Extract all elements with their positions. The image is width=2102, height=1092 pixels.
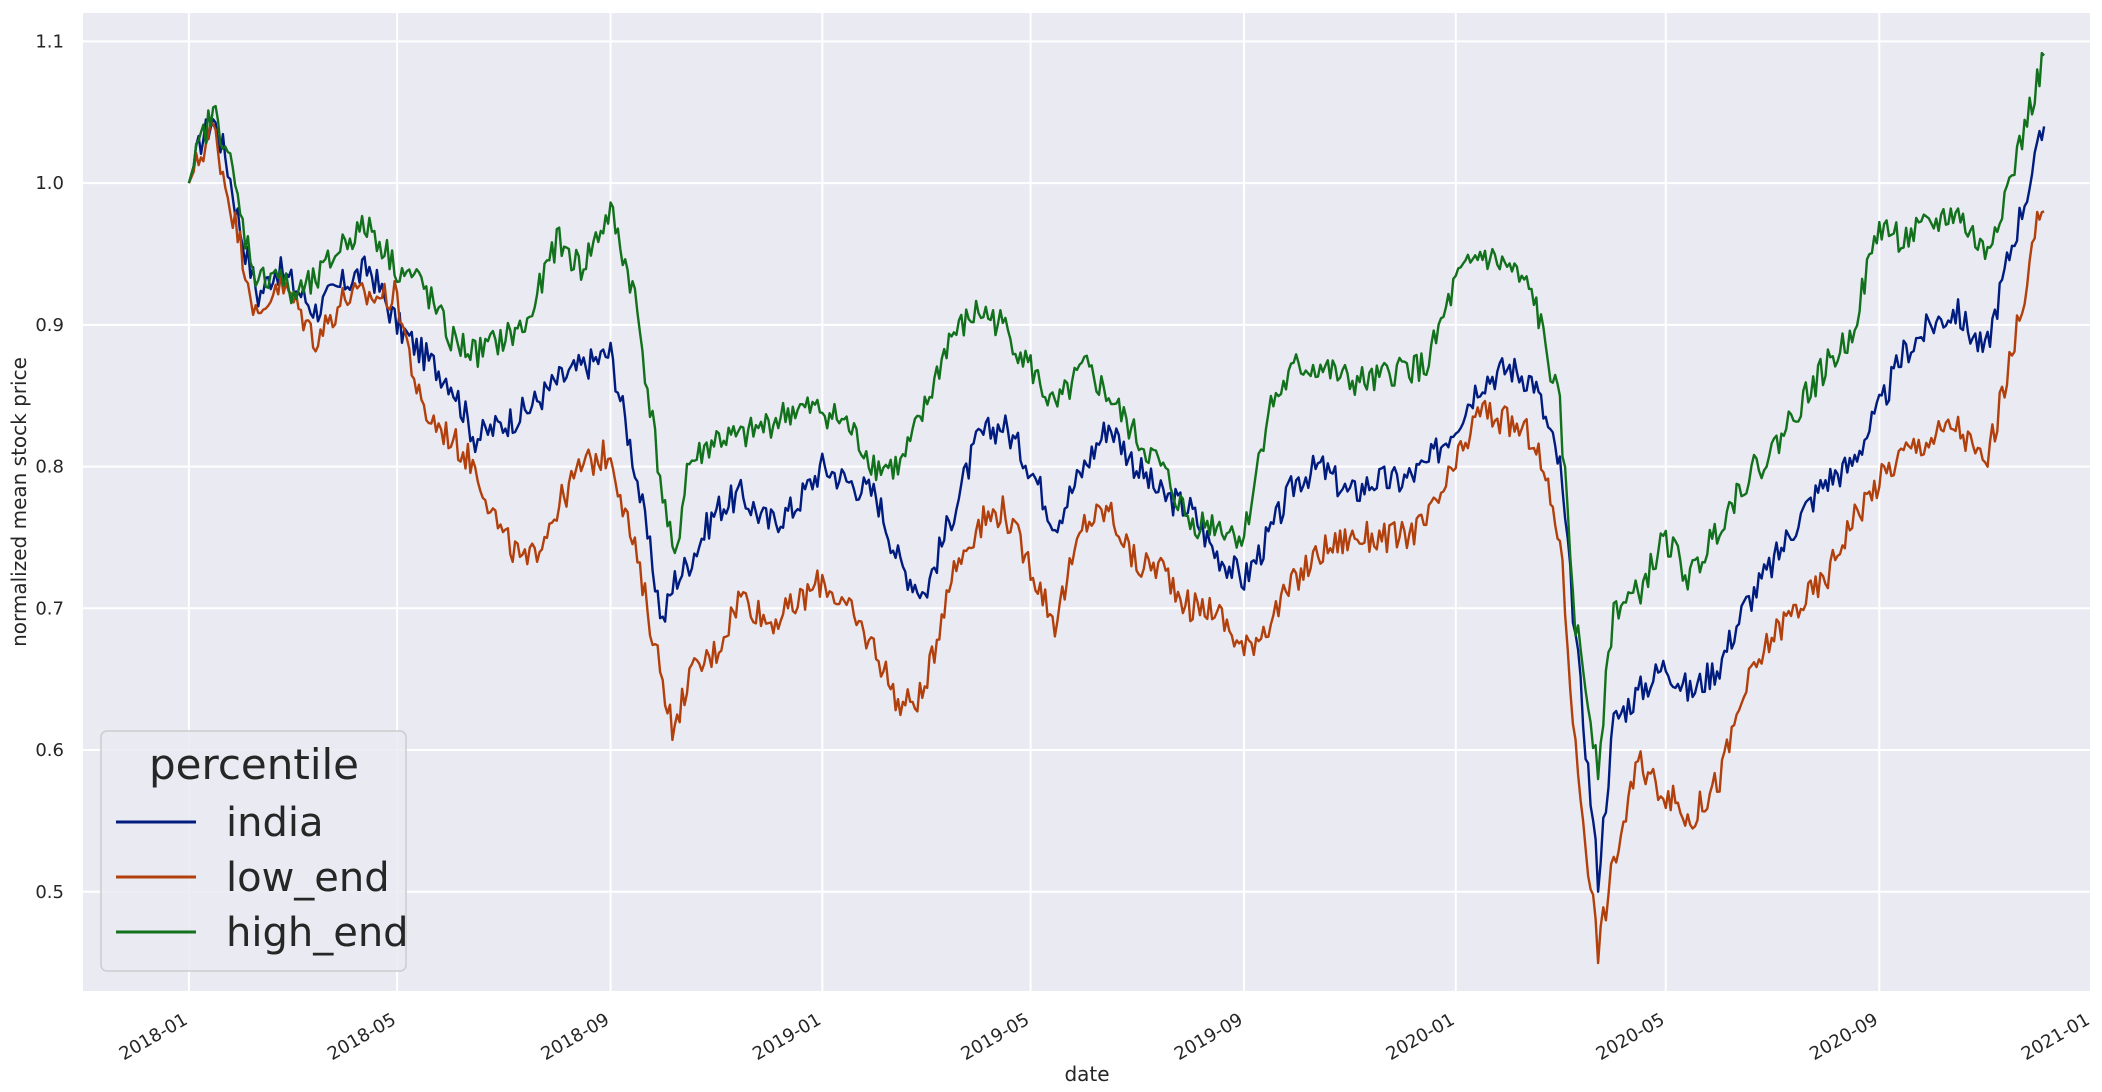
x-tick-label: 2019-01 <box>749 1009 825 1065</box>
legend-label-low-end: low_end <box>226 855 390 901</box>
x-tick-label: 2020-05 <box>1593 1009 1669 1065</box>
x-tick-label: 2020-09 <box>1806 1009 1882 1065</box>
legend-label-india: india <box>226 800 323 846</box>
y-tick-label: 0.5 <box>35 882 64 903</box>
y-tick-label: 0.9 <box>35 315 64 336</box>
x-axis-label: date <box>1064 1062 1109 1086</box>
series-line-india <box>187 118 2046 893</box>
y-tick-label: 0.8 <box>35 457 64 478</box>
y-tick-label: 0.7 <box>35 598 64 619</box>
y-tick-label: 1.0 <box>35 173 64 194</box>
series-line-low-end <box>187 121 2045 965</box>
x-tick-label: 2018-09 <box>537 1009 613 1065</box>
y-tick-label: 1.1 <box>35 31 64 52</box>
legend: percentile india low_end high_end <box>100 730 409 972</box>
x-tick-label: 2020-01 <box>1383 1009 1459 1065</box>
series-line-high-end <box>187 51 2045 781</box>
legend-label-high-end: high_end <box>226 910 409 956</box>
y-tick-label: 0.6 <box>35 740 64 761</box>
plot-background <box>83 13 2091 991</box>
x-tick-label: 2018-05 <box>324 1009 400 1065</box>
legend-box <box>100 730 407 972</box>
x-tick-label: 2018-01 <box>116 1009 192 1065</box>
y-axis-label: normalized mean stock price <box>7 357 31 647</box>
series-lines <box>187 51 2046 965</box>
legend-items: india low_end high_end <box>116 800 409 956</box>
legend-title: percentile <box>149 740 359 789</box>
x-tick-label: 2019-09 <box>1171 1009 1247 1065</box>
x-tick-label: 2019-05 <box>957 1009 1033 1065</box>
x-tick-label: 2021-01 <box>2018 1009 2094 1065</box>
